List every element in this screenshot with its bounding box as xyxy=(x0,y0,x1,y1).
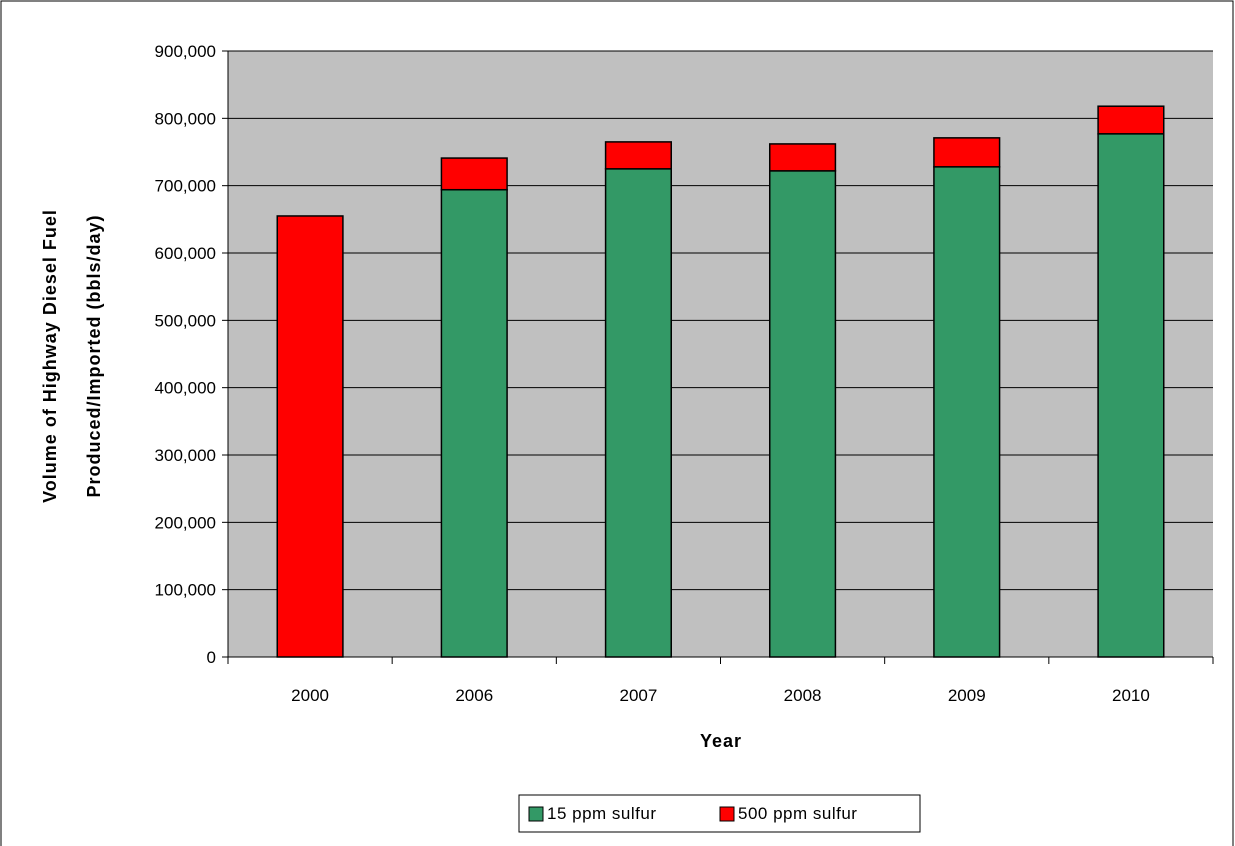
y-tick-label: 200,000 xyxy=(155,513,216,532)
y-tick-label: 300,000 xyxy=(155,446,216,465)
x-tick-label-2007: 2007 xyxy=(620,686,658,705)
bar-2006-15ppm xyxy=(440,188,508,658)
legend-swatch-500ppm xyxy=(719,806,735,822)
y-tick-label: 600,000 xyxy=(155,244,216,263)
y-axis-title-line-2: Produced/Imported (bbls/day) xyxy=(84,214,104,497)
bar-2009-500ppm xyxy=(933,137,1001,168)
gridlines xyxy=(228,50,1213,591)
bars xyxy=(276,105,1165,658)
bar-2008-500ppm xyxy=(769,143,837,172)
x-tick-labels: 2000 2006 2007 2008 2009 2010 xyxy=(291,686,1150,705)
legend-label-500ppm: 500 ppm sulfur xyxy=(738,804,857,823)
y-tick-label: 800,000 xyxy=(155,109,216,128)
x-axis-title: Year xyxy=(700,731,742,751)
bar-2009-15ppm xyxy=(933,166,1001,658)
y-axis-title-line-1: Volume of Highway Diesel Fuel xyxy=(40,209,60,503)
x-tick-label-2010: 2010 xyxy=(1112,686,1150,705)
x-tick-label-2000: 2000 xyxy=(291,686,329,705)
y-tick-label: 500,000 xyxy=(155,311,216,330)
axes xyxy=(222,50,1214,664)
x-tick-label-2008: 2008 xyxy=(784,686,822,705)
legend: 15 ppm sulfur 500 ppm sulfur xyxy=(518,794,921,833)
y-axis-title: Volume of Highway Diesel Fuel Produced/I… xyxy=(40,209,104,503)
x-tick-label-2006: 2006 xyxy=(455,686,493,705)
bar-2007-15ppm xyxy=(604,168,672,658)
y-tick-label: 900,000 xyxy=(155,42,216,61)
y-tick-label: 100,000 xyxy=(155,581,216,600)
plot-area xyxy=(228,51,1213,657)
bar-2008-15ppm xyxy=(769,170,837,658)
legend-label-15ppm: 15 ppm sulfur xyxy=(547,804,657,823)
bar-2000-500ppm xyxy=(276,215,344,658)
bar-2007-500ppm xyxy=(604,141,672,170)
y-tick-label: 400,000 xyxy=(155,379,216,398)
y-tick-label: 0 xyxy=(207,648,216,667)
bar-2010-15ppm xyxy=(1097,133,1165,658)
y-tick-labels: 0 100,000 200,000 300,000 400,000 500,000 600,… xyxy=(155,42,216,667)
y-tick-label: 700,000 xyxy=(155,177,216,196)
bar-2010-500ppm xyxy=(1097,105,1165,135)
legend-swatch-15ppm xyxy=(528,806,544,822)
x-tick-label-2009: 2009 xyxy=(948,686,986,705)
bar-2006-500ppm xyxy=(440,157,508,191)
